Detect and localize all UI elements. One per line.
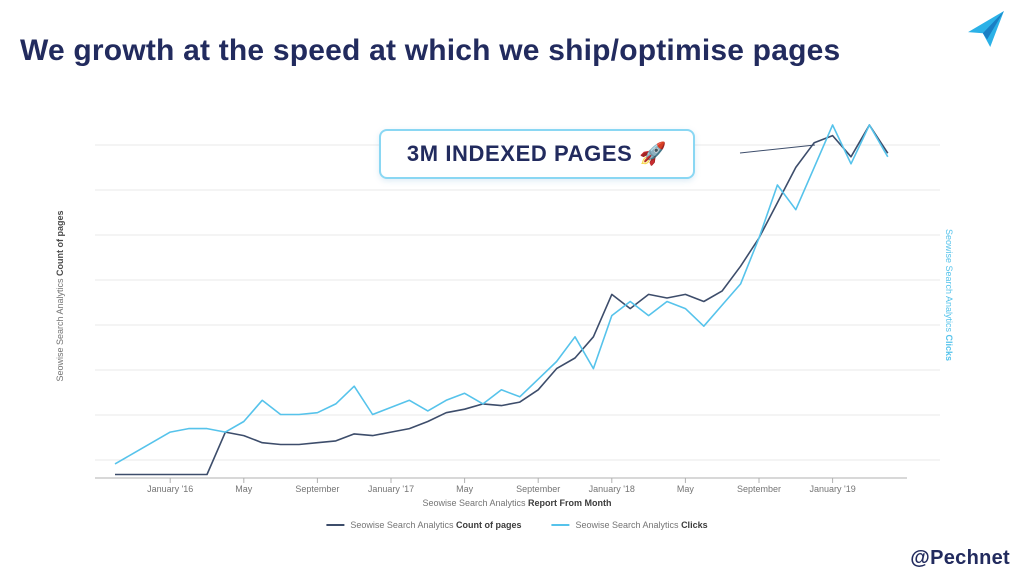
x-axis-tick-label: January '18	[588, 484, 635, 494]
x-axis-tick-label: September	[295, 484, 340, 494]
callout-connector-line	[739, 144, 816, 154]
legend-item-clicks: Seowise Search Analytics Clicks	[551, 520, 708, 530]
series-line-clicks	[114, 124, 889, 465]
y-axis-title-left: Seowise Search Analytics Count of pages	[55, 210, 65, 382]
y-axis-title-right: Seowise Search Analytics Clicks	[944, 228, 954, 362]
legend-label-count-of-pages: Seowise Search Analytics Count of pages	[350, 520, 522, 530]
x-axis-tick-label: May	[235, 484, 253, 494]
x-axis-tick-label: May	[676, 484, 694, 494]
callout-indexed-pages: 3M INDEXED PAGES 🚀	[379, 129, 695, 179]
legend-swatch-clicks	[551, 524, 570, 526]
page-title: We growth at the speed at which we ship/…	[20, 34, 841, 68]
legend-item-count-of-pages: Seowise Search Analytics Count of pages	[326, 520, 521, 530]
x-axis-title: Seowise Search Analytics Report From Mon…	[422, 498, 612, 508]
x-axis-tick-label: January '17	[367, 484, 415, 494]
x-axis-tick-label: January '16	[147, 484, 194, 494]
author-handle: @Pechnet	[910, 547, 1010, 569]
growth-line-chart	[95, 124, 940, 483]
chart-legend: Seowise Search Analytics Count of pages …	[326, 520, 708, 530]
x-axis-tick-label: May	[456, 484, 474, 494]
x-axis-tick-label: September	[516, 484, 561, 494]
legend-swatch-count-of-pages	[326, 524, 345, 526]
x-axis-tick-label: January '19	[809, 484, 856, 494]
x-axis-tick-label: September	[736, 484, 782, 494]
paper-plane-arrow-icon	[968, 11, 1004, 47]
legend-label-clicks: Seowise Search Analytics Clicks	[575, 520, 708, 530]
